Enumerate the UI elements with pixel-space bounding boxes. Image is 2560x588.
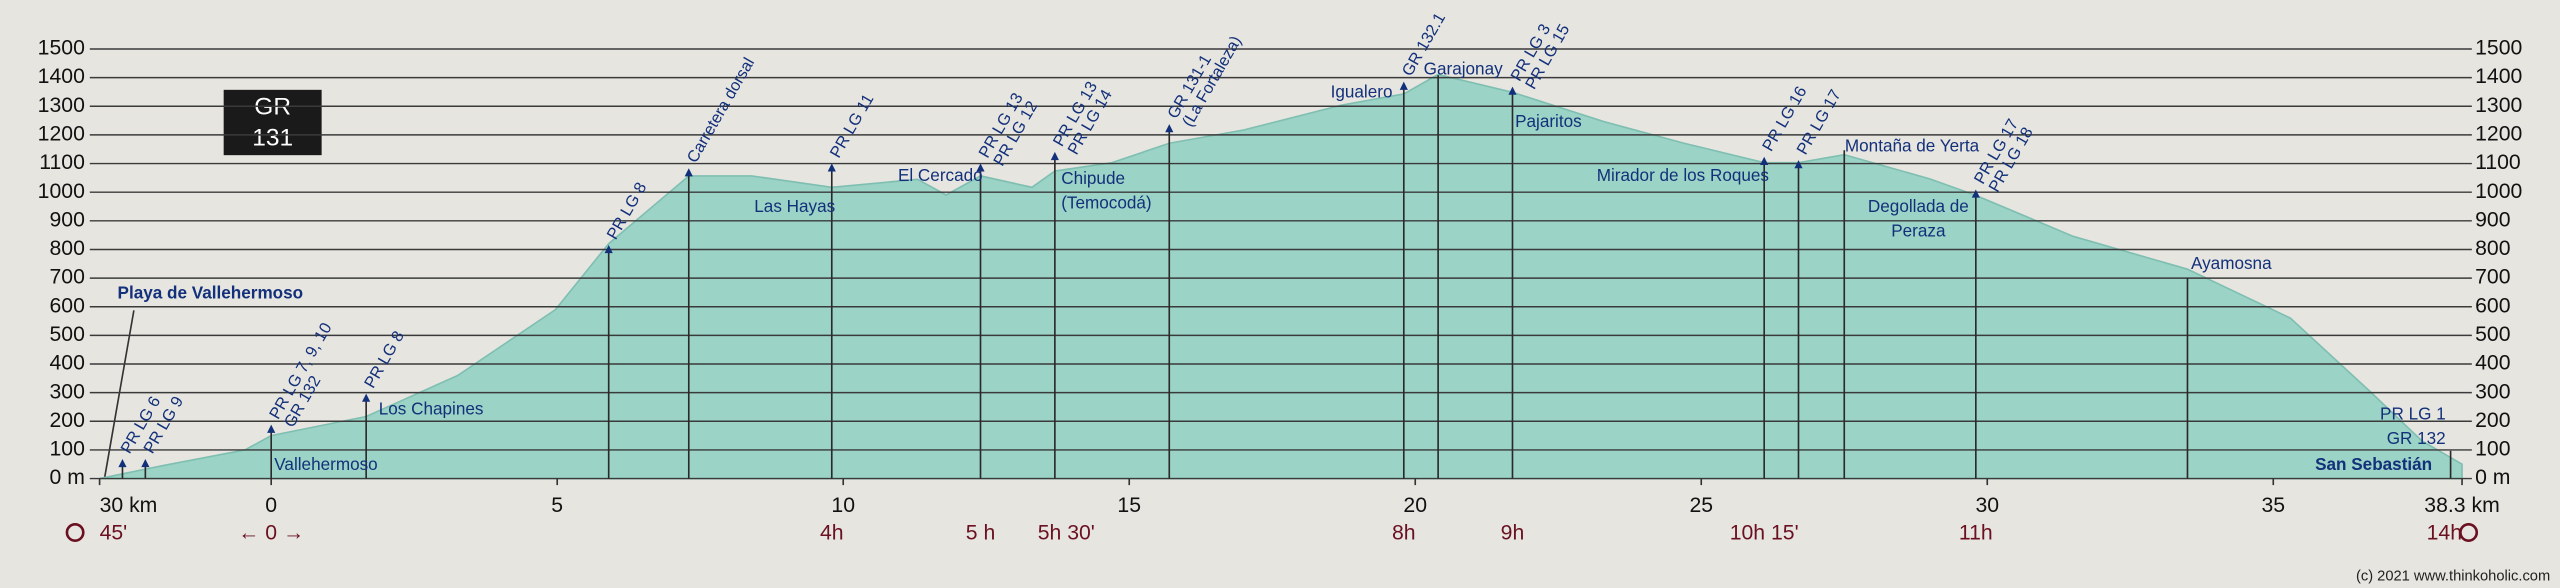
y-tick-label-right: 1000 <box>2475 180 2522 203</box>
y-tick-label: 600 <box>49 294 84 317</box>
y-tick-label-right: 0 m <box>2475 466 2510 489</box>
place-label: (Temocodá) <box>1061 193 1151 213</box>
y-tick-label: 300 <box>49 380 84 403</box>
x-tick-label: 15 <box>1117 494 1141 517</box>
y-tick-label-right: 1500 <box>2475 37 2522 60</box>
marker-arrow <box>1165 124 1174 133</box>
y-tick-label: 1000 <box>38 180 85 203</box>
x-tick-label: 10 <box>831 494 855 517</box>
marker-arrow <box>1050 151 1059 161</box>
marker-arrow <box>141 458 150 468</box>
marker-arrow <box>1508 86 1517 95</box>
badge-text: 131 <box>252 124 293 151</box>
place-label: Vallehermoso <box>274 454 377 474</box>
x-tick-label: 25 <box>1689 494 1713 517</box>
x-tick-label: 0 <box>265 494 277 517</box>
clock-icon <box>2459 522 2479 542</box>
y-tick-label: 1300 <box>38 94 85 117</box>
y-tick-label-right: 1200 <box>2475 123 2522 146</box>
marker-arrow <box>118 458 127 468</box>
time-label: 14h <box>2427 522 2462 545</box>
elevation-area <box>99 73 2463 480</box>
marker-arrow <box>604 245 613 254</box>
place-label: Montaña de Yerta <box>1845 136 1980 156</box>
time-label: 10h 15' <box>1730 522 1799 545</box>
marker-arrow <box>1971 189 1980 198</box>
y-tick-label-right: 700 <box>2475 266 2510 289</box>
y-tick-label: 100 <box>49 438 84 461</box>
x-tick-label: 38.3 km <box>2424 494 2499 517</box>
place-label: El Cercado <box>898 165 983 185</box>
marker-arrow <box>1760 156 1769 165</box>
y-tick-label: 1500 <box>38 37 85 60</box>
y-tick-label-right: 900 <box>2475 208 2510 231</box>
y-tick-label-right: 1300 <box>2475 94 2522 117</box>
place-label: Chipude <box>1061 168 1125 188</box>
y-tick-label-right: 200 <box>2475 409 2510 432</box>
x-tick-label: 30 <box>1975 494 1999 517</box>
y-tick-label-right: 100 <box>2475 438 2510 461</box>
y-tick-label: 200 <box>49 409 84 432</box>
x-tick-label: 5 <box>551 494 563 517</box>
y-tick-label-right: 500 <box>2475 323 2510 346</box>
y-tick-label: 1400 <box>38 65 85 88</box>
time-label: 4h <box>820 522 844 545</box>
clock-icon <box>65 522 85 542</box>
time-label: 9h <box>1501 522 1525 545</box>
marker-arrow <box>827 163 836 172</box>
place-label: Ayamosna <box>2191 253 2272 273</box>
marker-arrow <box>1399 81 1408 90</box>
marker-arrow <box>684 168 693 177</box>
place-label: GR 132 <box>2387 428 2446 448</box>
marker-arrow <box>267 424 276 433</box>
place-label: San Sebastián <box>2315 454 2432 474</box>
y-tick-label: 700 <box>49 266 84 289</box>
y-tick-label-right: 300 <box>2475 380 2510 403</box>
time-label: 11h <box>1959 522 1993 545</box>
y-tick-label: 500 <box>49 323 84 346</box>
credit: (c) 2021 www.thinkoholic.com <box>2356 568 2550 584</box>
time-label: 45' <box>100 522 128 545</box>
time-label: 5 h <box>966 522 995 545</box>
y-tick-label-right: 600 <box>2475 294 2510 317</box>
x-tick-label: 30 km <box>100 494 158 517</box>
y-tick-label: 400 <box>49 352 84 375</box>
place-label: Mirador de los Roques <box>1597 165 1769 185</box>
marker-arrow <box>1794 160 1803 169</box>
y-tick-label-right: 800 <box>2475 237 2510 260</box>
y-tick-label: 800 <box>49 237 84 260</box>
marker-arrow <box>362 393 371 402</box>
y-tick-label-right: 1100 <box>2475 151 2521 174</box>
time-label: ← 0 → <box>238 522 304 545</box>
x-tick-label: 35 <box>2261 494 2285 517</box>
place-label: Igualero <box>1331 82 1393 102</box>
place-label: Playa de Vallehermoso <box>118 283 304 303</box>
y-tick-label-right: 400 <box>2475 352 2510 375</box>
place-label: Garajonay <box>1424 59 1503 79</box>
x-tick-label: 20 <box>1403 494 1427 517</box>
place-label: Las Hayas <box>754 196 835 216</box>
place-label: PR LG 1 <box>2380 403 2446 423</box>
place-label: Pajaritos <box>1515 111 1582 131</box>
place-label: Los Chapines <box>379 398 484 418</box>
time-label: 5h 30' <box>1038 522 1095 545</box>
y-tick-label: 1100 <box>39 151 85 174</box>
y-tick-label: 1200 <box>38 123 85 146</box>
y-tick-label: 900 <box>49 208 84 231</box>
place-label: Degollada de <box>1868 196 1969 216</box>
y-tick-label: 0 m <box>50 466 85 489</box>
badge-box <box>223 89 322 156</box>
marker-arrow <box>976 163 985 172</box>
place-label: Peraza <box>1891 220 1946 240</box>
y-tick-label-right: 1400 <box>2475 65 2522 88</box>
time-label: 8h <box>1392 522 1416 545</box>
